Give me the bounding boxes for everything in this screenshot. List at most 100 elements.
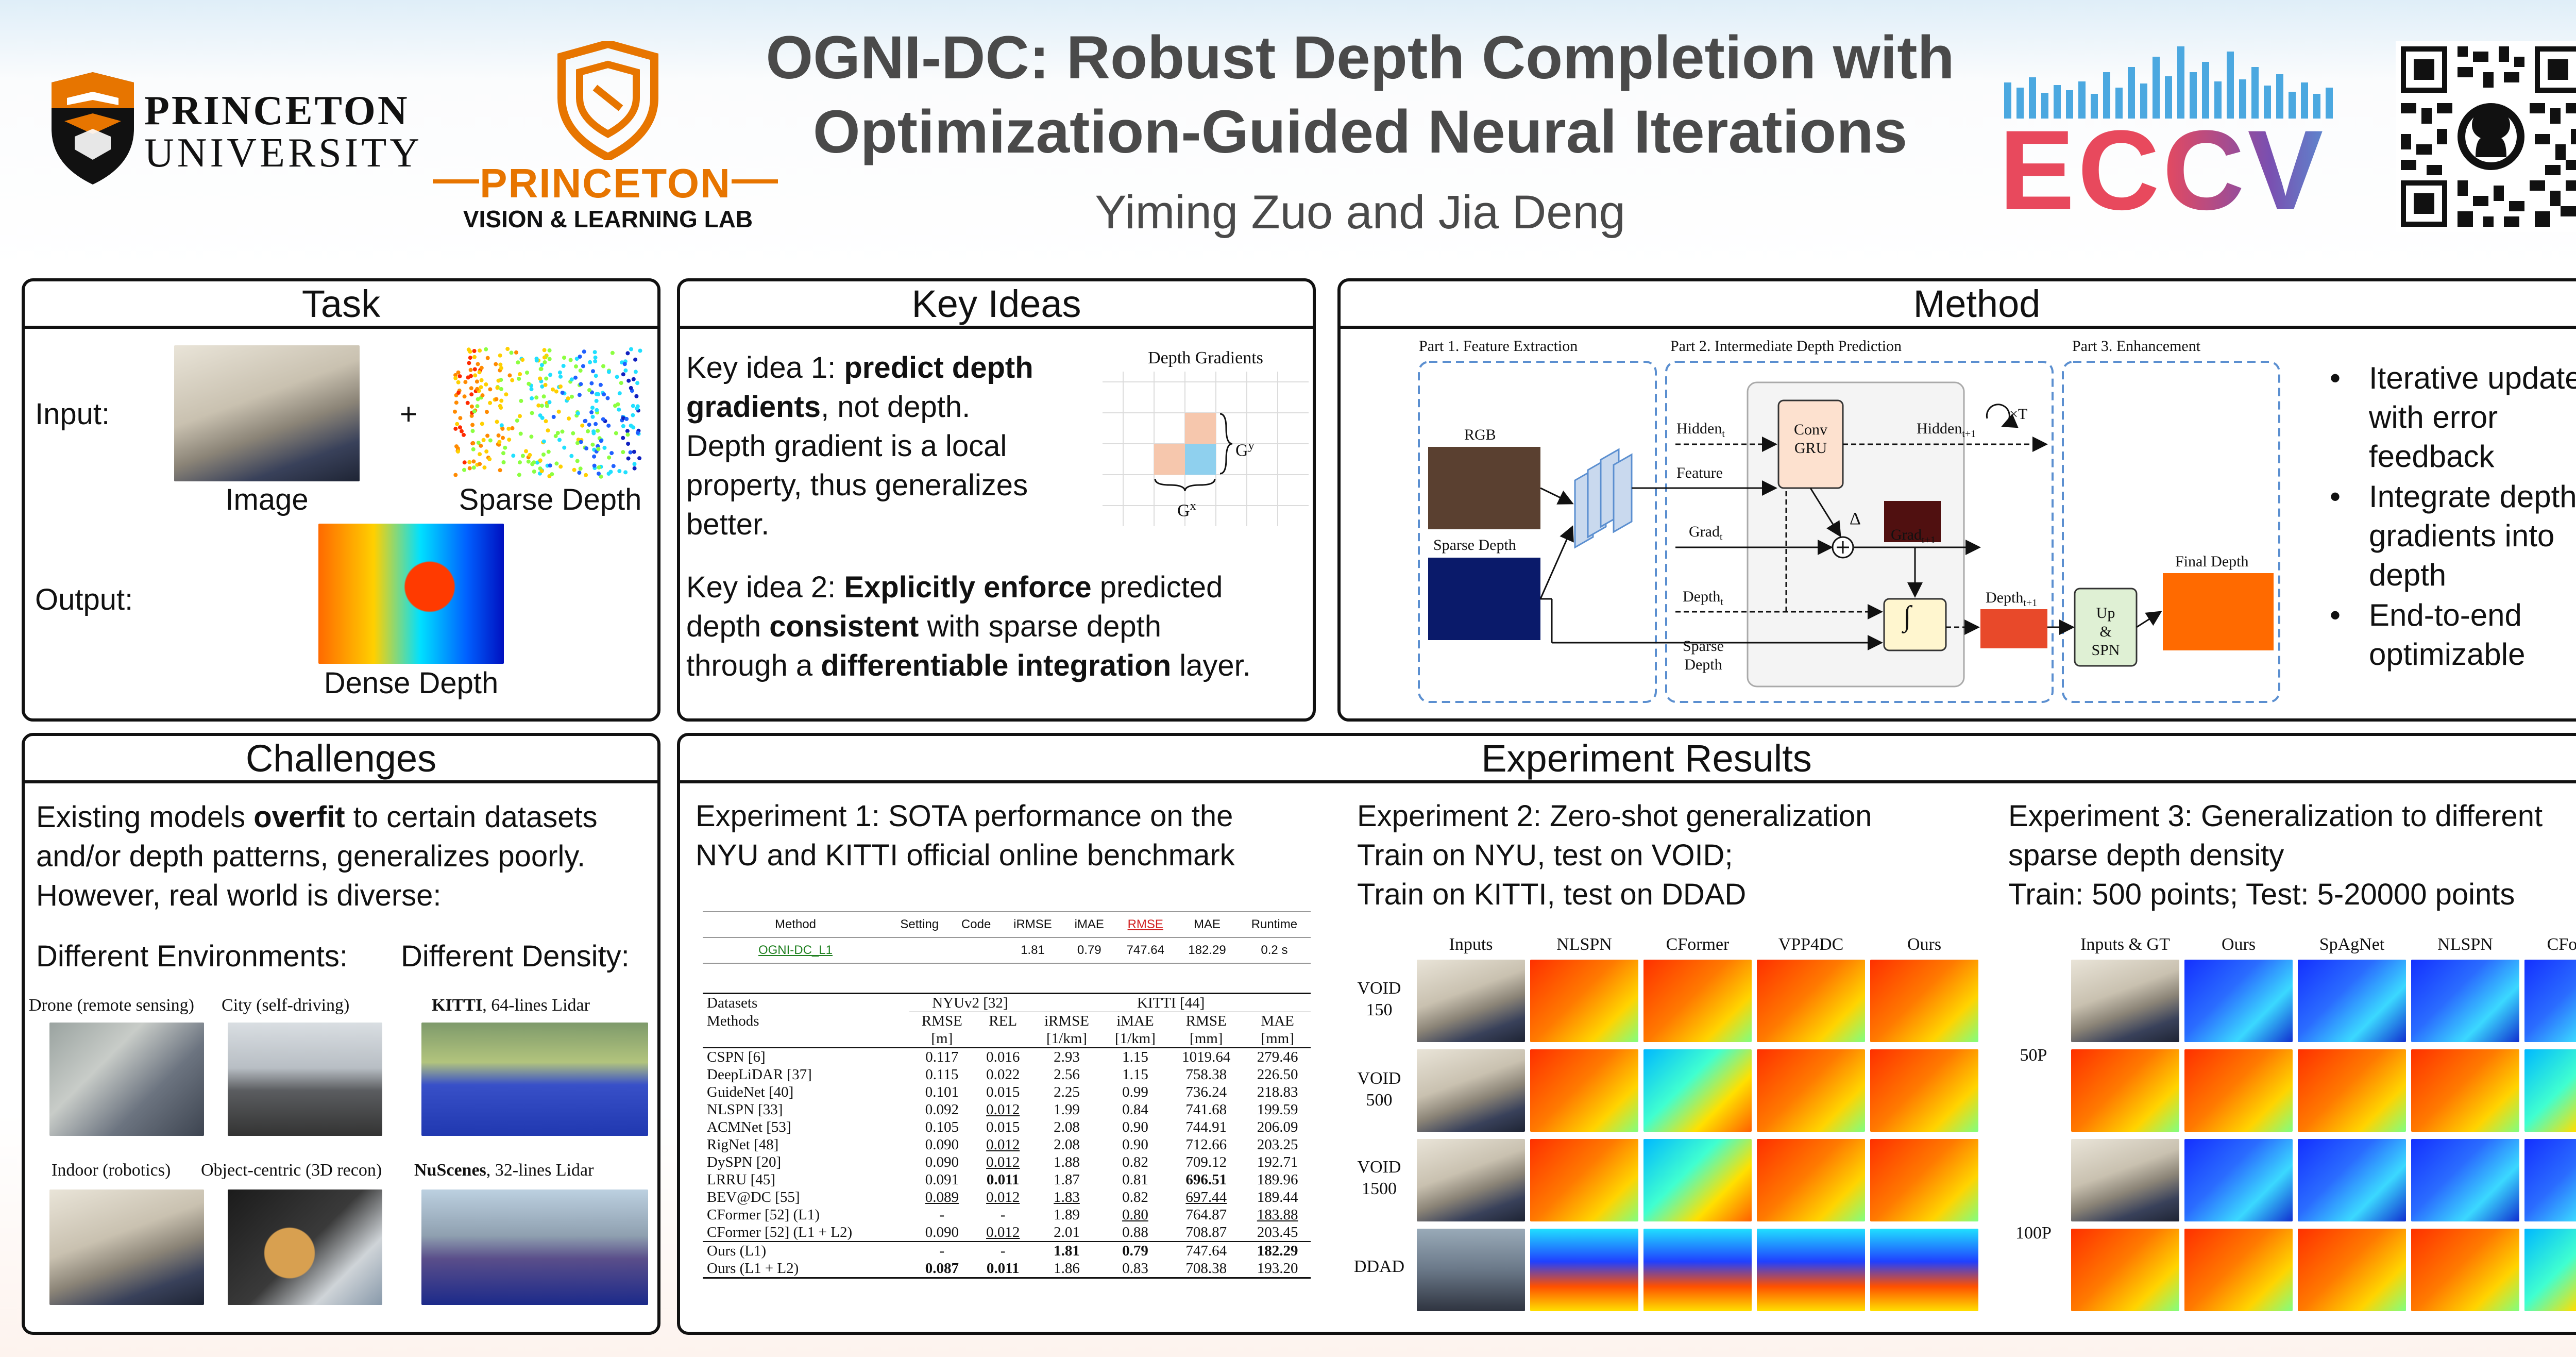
env-label: Different Environments: [36,940,348,973]
idea2-h: differentiable integration [821,649,1172,682]
sparse-depth-point [499,398,504,403]
table-row: Ours (L1) - - 1.81 0.79 747.64 182.29 [703,1242,1311,1260]
table-row-cell: 0.105 [925,1119,959,1135]
sparse-depth-point [547,357,552,361]
sparse-depth-point [629,386,633,390]
sparse-depth-point [469,386,473,391]
leaderboard-table: Method Setting Code iRMSE iMAE RMSE MAE … [703,911,1311,964]
sparse-depth-point [484,382,488,387]
sparse-depth-point [520,358,525,362]
grid-result-image [2524,960,2576,1042]
table-row-cell: 0.015 [986,1119,1020,1135]
table-row-cell: 1.15 [1122,1049,1148,1065]
table-unit-row-cell [975,1030,1031,1048]
table-row-cell: 708.38 [1185,1260,1227,1277]
sparse-depth-point [488,400,493,405]
sparse-depth-point [499,387,503,391]
grid-column-label: Inputs [1449,935,1493,954]
grid-row-label: DDAD [1353,1257,1405,1276]
sparse-depth-point [548,463,552,468]
table-row-cell: 0.090 [925,1154,959,1170]
sparse-depth-point [594,392,599,396]
sparse-depth-point [546,428,550,433]
sparse-depth-point [560,391,565,395]
results-panel: Experiment Results Experiment 1: SOTA pe… [677,733,2576,1335]
table-unit-row-cell: [1/km] [1046,1030,1087,1047]
task-input-image [174,345,360,481]
table-dataset-cell: KITTI [44] [1031,993,1311,1012]
table-row-cell: 0.115 [925,1066,959,1083]
sparse-depth-point [487,457,492,461]
table-header-row-cell: iMAE [1116,1013,1154,1029]
table-row-cell: 0.82 [1122,1189,1148,1205]
sparse-depth-point [575,459,580,463]
table-dataset-cell: NYUv2 [32] [909,993,1031,1012]
table-row: NLSPN [33] 0.092 0.012 1.99 0.84 741.68 199.59 [703,1101,1311,1118]
table-row-cell: CSPN [6] [707,1049,766,1065]
grad-t1-label: Gradt+1 [1891,526,1936,546]
indoor-caption: Indoor (robotics) [52,1161,171,1180]
sparse-depth-point [584,473,588,477]
part2-label: Part 2. Intermediate Depth Prediction [1670,338,1902,355]
sparse-depth-point [545,404,549,408]
table-row-cell: 1.81 [1054,1243,1080,1259]
table-row-cell: 747.64 [1185,1243,1227,1259]
sparse-depth-point [453,409,457,414]
part1-label: Part 1. Feature Extraction [1419,338,1578,355]
sparse-depth-point [611,464,616,468]
grid-result-image [1870,1049,1978,1132]
table-row-cell: DeepLiDAR [37] [707,1066,812,1083]
sparse-depth-point [550,472,554,477]
grid-result-image [1643,1229,1752,1311]
sparse-depth-point [590,406,595,410]
sparse-depth-point [485,356,490,360]
sparse-depth-point [517,376,521,381]
density-label: Different Density: [401,940,630,973]
table-row-cell: 0.090 [925,1136,959,1153]
grid-row-label: 50P [2020,1046,2047,1065]
sparse-depth-point [606,423,611,428]
qr-code[interactable] [2396,41,2576,232]
sparse-depth-point [485,410,489,414]
depth-t-label: Deptht [1683,588,1723,608]
sparse-depth-point [638,348,642,353]
grid-column-label: SpAgNet [2319,935,2385,954]
sparse-depth-point [623,368,628,373]
grid-result-image [1870,1139,1978,1221]
sparse-depth-point [610,350,615,355]
grad-t-label: Gradt [1689,523,1723,543]
method-bullet-1: • Iterative update with error feedback [2330,361,2576,474]
leaderboard-method-link[interactable]: OGNI-DC_L1 [758,943,833,957]
sparse-depth-point [462,467,466,472]
table-row-cell: Ours (L1) [707,1243,767,1259]
table-row-cell: ACMNet [53] [707,1119,791,1135]
idea1-a: Key idea 1: [686,351,844,384]
sparse-depth-point [551,387,555,392]
grid-result-image [1870,1229,1978,1311]
lab-line-left [433,179,479,183]
gy-label: Gy [1235,439,1255,460]
eccv-skyline-icon [2004,46,2333,119]
sparse-depth-point [476,397,480,401]
table-row-cell: 199.59 [1257,1101,1298,1118]
sparse-depth-point [635,406,639,411]
feature-label: Feature [1676,464,1723,481]
table-row-cell: 189.96 [1257,1171,1298,1188]
table-datasets-row: Datasets NYUv2 [32] KITTI [44] [703,993,1311,1012]
sparse-depth-point [469,404,474,409]
key-ideas-heading: Key Ideas [680,281,1313,329]
table-row-cell: Ours (L1 + L2) [707,1260,799,1277]
table-row: DeepLiDAR [37] 0.115 0.022 2.56 1.15 758.38 22… [703,1066,1311,1083]
table-row-cell: 2.08 [1054,1119,1080,1135]
table-row-cell: LRRU [45] [707,1171,775,1188]
depth-t1-label: Deptht+1 [1986,589,2038,609]
sparse-depth-point [527,381,531,386]
sparse-depth-point [583,419,587,423]
table-unit-row-cell: [1/km] [1114,1030,1156,1047]
sparse-depth-point [472,367,477,372]
method-bullet-2: • Integrate depth gradients into depth [2330,479,2576,592]
table-row-cell: 182.29 [1257,1243,1298,1259]
hidden-t1-label: Hiddent+1 [1917,420,1976,440]
sparse-depth-point [540,384,545,389]
sparse-depth-point [597,465,601,470]
